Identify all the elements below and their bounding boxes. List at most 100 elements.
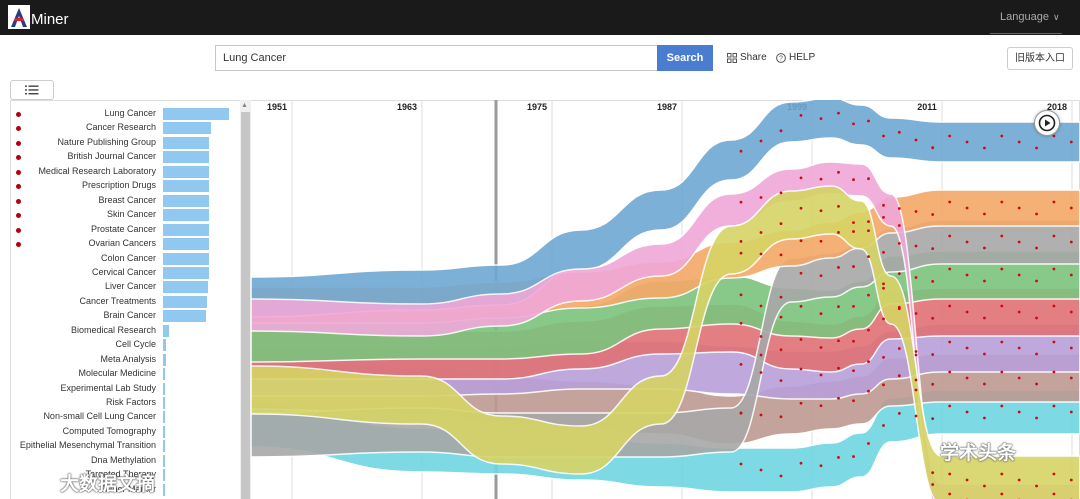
play-button[interactable] [1034, 110, 1060, 136]
topic-row[interactable]: Non-small Cell Lung Cancer [10, 410, 240, 424]
paper-dot [837, 204, 840, 208]
paper-dot [1069, 273, 1073, 277]
help-button[interactable]: ? HELP [776, 52, 815, 63]
topic-row[interactable]: Breast Cancer [10, 194, 240, 208]
paper-dot [759, 353, 763, 357]
topic-row[interactable]: Lung Cancer [10, 107, 240, 121]
topic-bar [163, 368, 165, 381]
paper-dot [852, 339, 855, 343]
topic-row[interactable]: Targeted Therapy [10, 468, 240, 482]
topic-bar [163, 353, 166, 366]
topic-row[interactable]: Experimental Lab Study [10, 382, 240, 396]
topic-row[interactable]: Biomedical Research [10, 324, 240, 338]
topic-row[interactable]: Colon Cancer [10, 252, 240, 266]
topic-label: Prostate Cancer [90, 223, 156, 234]
list-toggle-button[interactable] [10, 80, 54, 100]
old-version-button[interactable]: 旧版本入口 [1007, 47, 1073, 70]
paper-dot [914, 388, 918, 392]
topic-row[interactable]: British Journal Cancer [10, 150, 240, 164]
paper-dot [1017, 240, 1021, 244]
search-button[interactable]: Search [657, 45, 713, 71]
topic-row[interactable]: Epithelial Mesenchymal Transition [10, 439, 240, 453]
search-input[interactable] [215, 45, 657, 71]
topic-row[interactable]: Prostate Cancer [10, 223, 240, 237]
scroll-up-icon[interactable]: ▲ [241, 102, 248, 109]
chevron-down-icon: ∨ [1052, 12, 1060, 22]
paper-dot [931, 213, 935, 216]
paper-dot [837, 266, 840, 269]
topic-bar [163, 324, 169, 337]
paper-dot [1069, 376, 1073, 380]
topic-label: Epithelial Mesenchymal Transition [19, 440, 156, 451]
topic-row[interactable]: Cancer Treatments [10, 295, 240, 309]
topic-bar [163, 108, 229, 120]
topic-dot-icon [16, 242, 21, 248]
paper-dot [819, 464, 823, 468]
topic-row[interactable]: Ovarian Cancers [10, 237, 240, 251]
topic-row[interactable]: Risk Factors [10, 396, 240, 410]
aminer-logo[interactable]: Miner [8, 5, 69, 29]
topic-dot-icon [16, 126, 21, 132]
help-label: HELP [789, 52, 816, 63]
paper-dot [852, 265, 855, 268]
paper-dot [983, 146, 986, 150]
paper-dot [1035, 484, 1038, 488]
topic-row[interactable]: Molecular Medicine [10, 367, 240, 381]
topic-dot-icon [16, 169, 21, 175]
topic-row[interactable]: Brain Cancer [10, 309, 240, 323]
topic-label: Prescription Drugs [81, 180, 156, 191]
topic-list-scrollbar[interactable]: ▲ [240, 100, 251, 499]
year-label: 1987 [657, 102, 677, 112]
paper-dot [965, 273, 969, 277]
topic-label: British Journal Cancer [67, 151, 156, 162]
topic-label: Breast Cancer [98, 194, 156, 205]
topic-row[interactable]: Computed Tomography [10, 425, 240, 439]
stream-graph: 1951196319751987199920112018 [251, 100, 1080, 499]
paper-dot [1035, 316, 1038, 320]
topic-row[interactable]: Cervical Cancer [10, 266, 240, 280]
topic-label: Molecular Medicine [78, 368, 156, 379]
topic-label: Biomedical Research [70, 324, 156, 335]
topic-label: Liver Cancer [104, 281, 156, 292]
paper-dot [882, 134, 885, 138]
paper-dot [837, 456, 840, 459]
paper-dot [799, 304, 803, 308]
paper-dot [852, 230, 855, 233]
topic-row[interactable]: Meta Analysis [10, 353, 240, 367]
topic-list: Lung Cancer Cancer Research Nature Publish… [10, 100, 240, 499]
topic-row[interactable]: Tumor Marker [10, 483, 240, 497]
topic-bar [163, 180, 210, 193]
paper-dot [914, 276, 918, 279]
topic-row[interactable]: Dna Methylation [10, 454, 240, 468]
paper-dot [1000, 370, 1004, 374]
scroll-thumb[interactable] [241, 112, 250, 499]
share-button[interactable]: Share [727, 52, 767, 63]
paper-dot [1052, 370, 1056, 374]
paper-dot [739, 149, 743, 153]
language-dropdown[interactable]: Language ∨ [990, 4, 1062, 34]
topic-row[interactable]: Cancer Research [10, 121, 240, 135]
topic-row[interactable]: Medical Research Laboratory [10, 165, 240, 179]
topic-bar [163, 151, 210, 164]
paper-dot [759, 139, 763, 143]
topic-row[interactable]: Skin Cancer [10, 208, 240, 222]
topic-row[interactable]: Prescription Drugs [10, 179, 240, 193]
paper-dot [779, 348, 783, 352]
topic-label: Cancer Research [85, 122, 156, 133]
paper-dot [739, 462, 743, 466]
topic-row[interactable]: Nature Publishing Group [10, 136, 240, 150]
topic-bar [163, 469, 165, 482]
top-navbar: Miner Language ∨ [0, 0, 1080, 35]
paper-dot [983, 352, 986, 356]
paper-dot [914, 138, 918, 142]
paper-dot [931, 146, 935, 150]
list-icon [25, 85, 39, 95]
paper-dot [948, 304, 952, 308]
paper-dot [1052, 492, 1056, 496]
paper-dot [759, 335, 763, 338]
paper-dot [852, 122, 855, 126]
topic-row[interactable]: Liver Cancer [10, 280, 240, 294]
topic-dot-icon [16, 112, 21, 117]
topic-row[interactable]: Cell Cycle [10, 338, 240, 352]
topic-label: Skin Cancer [106, 209, 156, 220]
